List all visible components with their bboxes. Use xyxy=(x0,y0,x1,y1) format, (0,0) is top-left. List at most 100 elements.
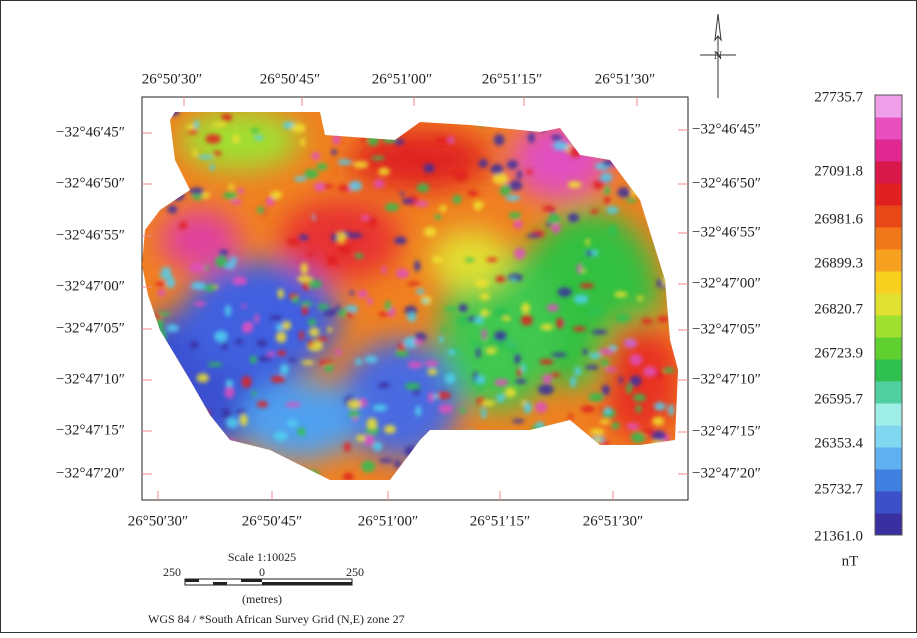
scale-bar xyxy=(185,579,352,585)
spot xyxy=(408,361,423,368)
spot xyxy=(402,148,408,153)
spot xyxy=(287,419,298,427)
spot xyxy=(619,376,623,384)
spot xyxy=(611,422,620,429)
bottom-coord-label: 26°51′00″ xyxy=(358,513,419,529)
spot xyxy=(314,212,318,223)
spot xyxy=(605,407,611,415)
spot xyxy=(267,352,276,357)
spot xyxy=(192,194,204,200)
spot xyxy=(292,296,299,304)
spot xyxy=(349,291,354,296)
spot xyxy=(254,314,259,324)
spot xyxy=(394,460,401,468)
spot xyxy=(221,114,232,122)
spot xyxy=(327,327,332,332)
spot xyxy=(379,458,393,462)
spot xyxy=(405,383,421,390)
spot xyxy=(276,331,287,343)
spot xyxy=(507,160,518,169)
colorbar-label: 25732.7 xyxy=(814,481,863,497)
spot xyxy=(358,290,368,299)
top-coord-label: 26°50′45″ xyxy=(260,71,321,87)
colorbar-swatch xyxy=(875,271,902,294)
spot xyxy=(307,252,313,256)
spot xyxy=(514,353,520,364)
spot xyxy=(568,414,573,420)
spot xyxy=(508,343,519,354)
spot xyxy=(475,278,489,288)
spot xyxy=(423,227,436,237)
spot xyxy=(338,185,351,192)
spot xyxy=(424,360,438,367)
spot xyxy=(373,404,388,411)
spot xyxy=(294,176,307,181)
spot xyxy=(385,301,391,311)
spot xyxy=(585,365,599,370)
spot xyxy=(630,376,642,387)
spot xyxy=(378,167,390,175)
spot xyxy=(480,293,491,300)
spot xyxy=(626,198,637,202)
spot xyxy=(407,312,417,321)
spot xyxy=(317,163,328,170)
spot xyxy=(551,353,566,357)
spot xyxy=(371,156,385,160)
spot xyxy=(252,391,257,396)
spot xyxy=(540,324,553,331)
spot xyxy=(364,435,374,446)
spot xyxy=(570,376,576,388)
spot xyxy=(238,188,244,195)
spot xyxy=(574,366,581,376)
spot xyxy=(361,461,375,473)
spot xyxy=(538,384,554,395)
right-coord-label: −32°47′05″ xyxy=(692,321,761,337)
left-coord-label: −32°46′55″ xyxy=(56,227,125,243)
spot xyxy=(382,266,387,275)
blob xyxy=(180,260,340,380)
spot xyxy=(167,205,177,213)
spot xyxy=(441,327,445,332)
left-coord-label: −32°46′45″ xyxy=(56,124,125,140)
spot xyxy=(347,233,363,239)
spot xyxy=(277,289,284,299)
top-coord-label: 26°51′15″ xyxy=(482,71,543,87)
spot xyxy=(224,387,234,398)
spot xyxy=(614,291,628,297)
spot xyxy=(394,139,405,145)
spot xyxy=(432,256,443,263)
colorbar xyxy=(875,95,902,536)
spot xyxy=(205,134,221,144)
spot xyxy=(317,304,328,310)
spot xyxy=(509,180,522,190)
spot xyxy=(315,337,328,342)
spot xyxy=(528,132,535,143)
spot xyxy=(606,206,618,213)
spot xyxy=(573,326,586,331)
blob xyxy=(180,110,300,170)
spot xyxy=(512,419,524,423)
spot xyxy=(301,360,314,365)
spot xyxy=(308,319,317,326)
spot xyxy=(617,187,630,198)
spot xyxy=(480,309,490,316)
spot xyxy=(525,292,529,297)
spot xyxy=(474,205,481,211)
spot xyxy=(633,394,646,401)
map-page: N nT Scale 1:10025 250 0 250 (metres) WG… xyxy=(0,0,917,633)
spot xyxy=(373,180,384,189)
spot xyxy=(226,418,238,429)
spot xyxy=(233,134,240,143)
spot xyxy=(542,139,549,146)
colorbar-swatch xyxy=(875,315,902,338)
spot xyxy=(460,408,466,413)
spot xyxy=(402,198,415,204)
colorbar-swatch xyxy=(875,227,902,250)
spot xyxy=(415,405,421,416)
spot xyxy=(494,331,507,341)
spot xyxy=(215,256,228,268)
colorbar-label: 26820.7 xyxy=(814,301,863,317)
spot xyxy=(485,347,496,354)
spot xyxy=(481,408,486,419)
spot xyxy=(482,329,487,340)
